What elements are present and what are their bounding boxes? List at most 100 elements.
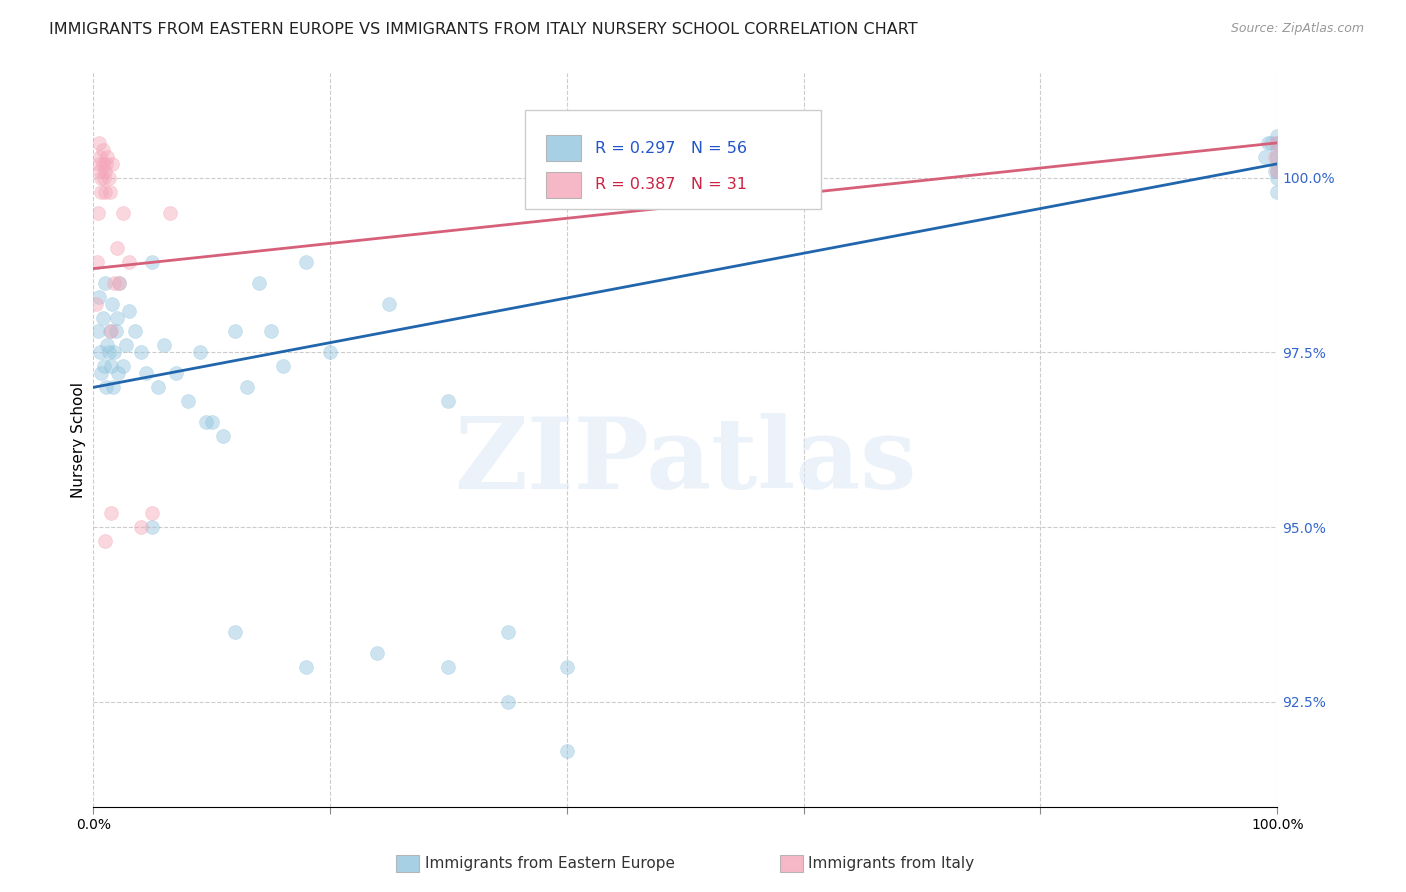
Point <box>90 367 112 381</box>
Point <box>94 276 117 290</box>
Point <box>141 506 163 520</box>
Point <box>378 296 401 310</box>
Point <box>87 289 110 303</box>
Point <box>107 367 129 381</box>
Text: Immigrants from Italy: Immigrants from Italy <box>808 856 974 871</box>
Y-axis label: Nursery School: Nursery School <box>72 382 86 498</box>
Point <box>101 296 124 310</box>
Point <box>1265 170 1288 185</box>
Point <box>91 310 114 325</box>
Point <box>87 325 110 339</box>
Point <box>108 276 131 290</box>
Point <box>1264 150 1286 164</box>
Point <box>188 345 211 359</box>
Point <box>224 624 246 639</box>
Point <box>97 170 120 185</box>
Point <box>295 254 318 268</box>
Point <box>100 325 122 339</box>
Point <box>97 345 120 359</box>
Point <box>148 380 170 394</box>
Text: R = 0.387   N = 31: R = 0.387 N = 31 <box>595 178 747 193</box>
Point <box>555 744 578 758</box>
Point <box>98 185 121 199</box>
FancyBboxPatch shape <box>546 136 581 161</box>
Point <box>100 506 122 520</box>
Point <box>135 367 157 381</box>
Point <box>224 325 246 339</box>
Point <box>96 338 118 352</box>
Point <box>87 136 110 150</box>
Point <box>101 157 124 171</box>
FancyBboxPatch shape <box>546 172 581 198</box>
Point <box>1265 136 1288 150</box>
Point <box>93 359 115 374</box>
Point <box>1257 136 1279 150</box>
Point <box>118 303 141 318</box>
Point <box>129 520 152 534</box>
Point <box>98 325 121 339</box>
Point <box>90 185 112 199</box>
Point <box>1265 163 1288 178</box>
Point <box>141 254 163 268</box>
Point <box>94 185 117 199</box>
Point <box>437 394 460 409</box>
Point <box>91 143 114 157</box>
Point <box>89 150 111 164</box>
Point <box>1265 128 1288 143</box>
Point <box>1265 157 1288 171</box>
Point <box>103 276 125 290</box>
Point <box>165 367 187 381</box>
FancyBboxPatch shape <box>526 110 821 209</box>
Text: IMMIGRANTS FROM EASTERN EUROPE VS IMMIGRANTS FROM ITALY NURSERY SCHOOL CORRELATI: IMMIGRANTS FROM EASTERN EUROPE VS IMMIGR… <box>49 22 918 37</box>
Point <box>90 170 112 185</box>
Point <box>96 380 118 394</box>
Point <box>1264 163 1286 178</box>
Point <box>103 380 125 394</box>
Point <box>100 359 122 374</box>
Point <box>91 157 114 171</box>
Point <box>1265 163 1288 178</box>
Point <box>319 345 342 359</box>
Point <box>124 325 146 339</box>
Point <box>1265 136 1288 150</box>
Point <box>86 254 108 268</box>
Point <box>93 170 115 185</box>
Point <box>111 205 134 219</box>
Point <box>111 359 134 374</box>
Point <box>496 695 519 709</box>
Point <box>194 415 217 429</box>
Text: ZIPatlas: ZIPatlas <box>454 413 917 510</box>
Point <box>247 276 270 290</box>
Point <box>96 150 118 164</box>
Point <box>1265 185 1288 199</box>
Point <box>260 325 283 339</box>
Point <box>129 345 152 359</box>
Text: Source: ZipAtlas.com: Source: ZipAtlas.com <box>1230 22 1364 36</box>
Point <box>108 276 131 290</box>
Point <box>105 310 128 325</box>
Point <box>118 254 141 268</box>
Point <box>141 520 163 534</box>
Point <box>1254 150 1277 164</box>
Point <box>366 646 388 660</box>
Point <box>105 241 128 255</box>
Point <box>1265 150 1288 164</box>
Point <box>96 157 118 171</box>
Point <box>89 163 111 178</box>
Point <box>236 380 259 394</box>
Point <box>87 205 110 219</box>
Point <box>555 660 578 674</box>
Point <box>437 660 460 674</box>
Point <box>94 163 117 178</box>
Point <box>1260 136 1282 150</box>
Point <box>89 345 111 359</box>
Text: Immigrants from Eastern Europe: Immigrants from Eastern Europe <box>425 856 675 871</box>
Point <box>1265 143 1288 157</box>
Point <box>212 429 235 443</box>
Point <box>153 338 176 352</box>
Point <box>159 205 181 219</box>
Text: R = 0.297   N = 56: R = 0.297 N = 56 <box>595 141 747 156</box>
Point <box>177 394 200 409</box>
Point <box>295 660 318 674</box>
Point <box>115 338 138 352</box>
